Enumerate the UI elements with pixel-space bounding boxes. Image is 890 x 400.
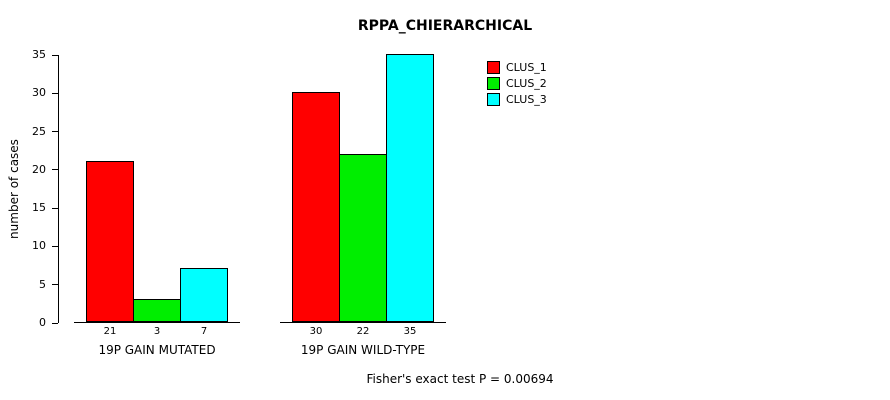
y-tick [52,92,58,94]
bar-value-label: 3 [153,326,161,337]
legend-swatch [487,61,500,74]
bar-clus_3: 7 [180,268,228,337]
y-tick [52,284,58,286]
y-tick-label: 20 [32,162,46,176]
plot-area: 21 3 7 19P GAIN MUTATED 30 22 35 19P GAIN WILD-… [59,54,446,357]
chart-title: RPPA_CHIERARCHICAL [357,18,533,34]
y-tick [52,169,58,171]
bar-value-label: 35 [403,326,417,337]
legend-item: CLUS_1 [487,61,547,74]
bar-clus_1: 30 [292,92,340,337]
legend-item: CLUS_2 [487,77,547,90]
y-tick [52,322,58,324]
y-tick-label: 10 [32,239,46,253]
legend-swatch [487,77,500,90]
legend-label: CLUS_3 [506,93,547,106]
y-tick-label: 25 [32,124,46,138]
bar-clus_3: 35 [386,54,434,337]
legend-item: CLUS_3 [487,93,547,106]
y-tick-label: 0 [39,316,46,329]
y-axis: 0 5 10 15 20 25 30 35 [0,49,59,329]
y-tick-label: 5 [39,277,46,291]
bar-clus_2: 22 [339,153,387,337]
legend-label: CLUS_2 [506,77,547,90]
y-tick-label: 30 [32,86,46,100]
legend: CLUS_1 CLUS_2 CLUS_3 [487,61,547,106]
bar-value-label: 22 [356,326,370,337]
y-tick-label: 15 [32,201,46,215]
legend-swatch [487,93,500,106]
bar-group: 21 3 7 19P GAIN MUTATED [74,161,240,357]
y-tick [52,54,58,56]
y-tick [52,131,58,133]
bar-value-label: 30 [309,326,323,337]
bar-clus_1: 21 [86,161,134,337]
category-label: 19P GAIN WILD-TYPE [300,343,426,357]
annotation-text: Fisher's exact test P = 0.00694 [366,372,554,386]
bar-clus_2: 3 [133,299,181,337]
category-label: 19P GAIN MUTATED [98,343,216,357]
legend-label: CLUS_1 [506,61,547,74]
bar-value-label: 7 [200,326,208,337]
bar-group: 30 22 35 19P GAIN WILD-TYPE [280,54,446,357]
y-tick [52,207,58,209]
y-tick-label: 35 [32,48,46,61]
bar-value-label: 21 [103,326,117,337]
y-tick [52,245,58,247]
